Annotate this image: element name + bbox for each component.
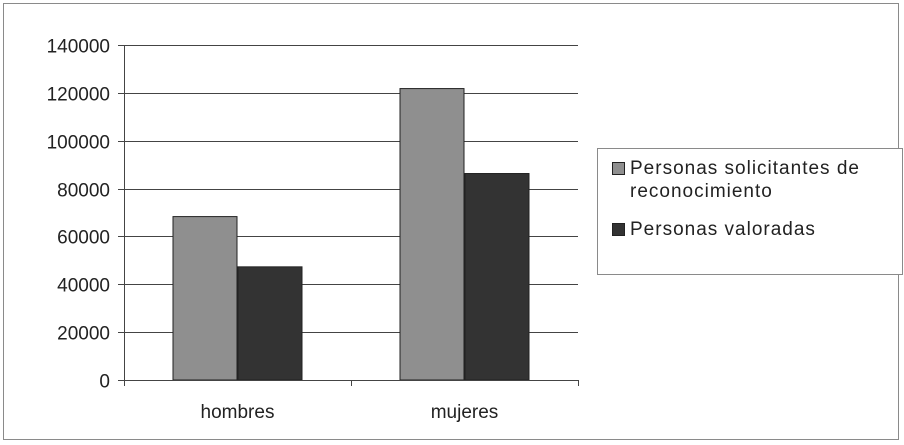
bar-mujeres-series-1 xyxy=(464,173,530,381)
y-tick-label: 80000 xyxy=(57,181,110,202)
x-tick-label: mujeres xyxy=(431,402,499,423)
y-tick-label: 60000 xyxy=(57,228,110,249)
y-tick-label: 20000 xyxy=(57,324,110,345)
x-tick-label: hombres xyxy=(201,402,275,423)
bar-mujeres-series-0 xyxy=(399,88,465,381)
bars xyxy=(172,88,530,381)
y-tick-label: 120000 xyxy=(47,85,110,106)
bar-hombres-series-1 xyxy=(237,266,303,381)
legend-swatch-solicitantes xyxy=(612,162,625,175)
legend-item-solicitantes: Personas solicitantes de reconocimiento xyxy=(612,157,900,203)
axes xyxy=(118,45,579,386)
bar-hombres-series-0 xyxy=(172,216,238,381)
y-tick-label: 100000 xyxy=(47,133,110,154)
legend-item-valoradas: Personas valoradas xyxy=(612,218,900,241)
y-tick-label: 0 xyxy=(99,372,110,393)
legend-label-valoradas: Personas valoradas xyxy=(630,219,816,240)
legend: Personas solicitantes de reconocimiento … xyxy=(597,148,903,275)
legend-label-solicitantes: Personas solicitantes de reconocimiento xyxy=(630,158,860,202)
y-tick-labels: 0 20000 40000 60000 80000 100000 120000 140000 xyxy=(47,37,110,393)
x-tick-labels: hombres mujeres xyxy=(201,402,499,423)
y-tick-label: 140000 xyxy=(47,37,110,58)
legend-swatch-valoradas xyxy=(612,223,625,236)
y-tick-label: 40000 xyxy=(57,276,110,297)
